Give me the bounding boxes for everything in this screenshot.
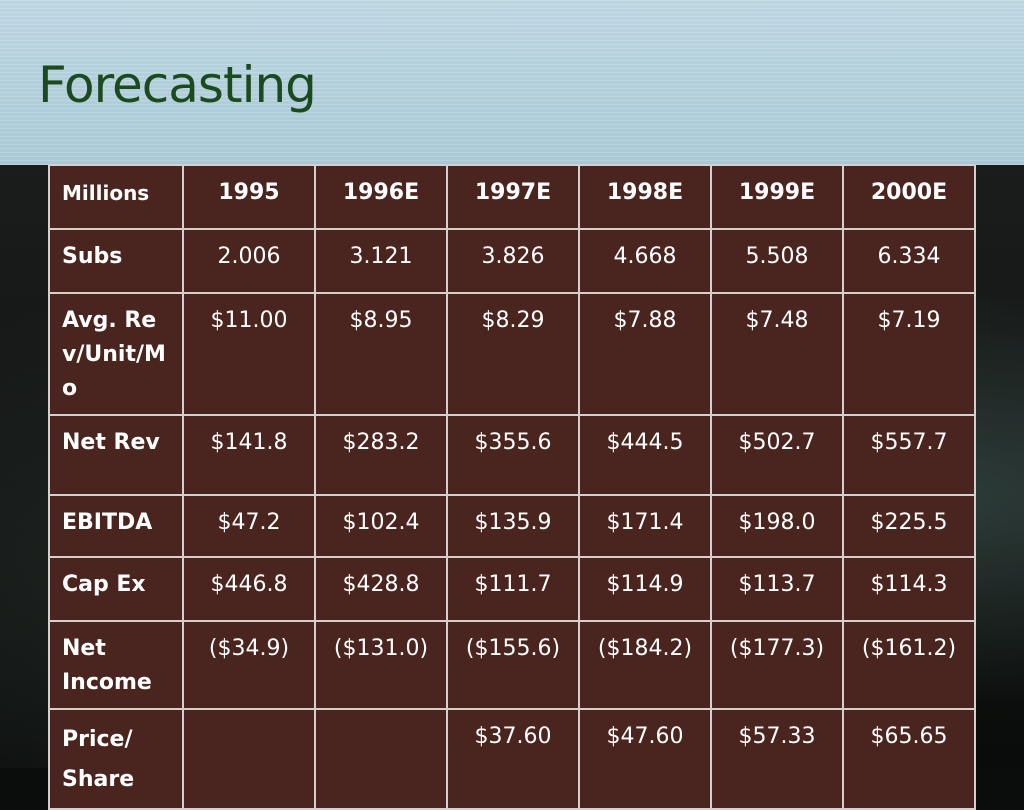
table-cell: ($34.9) (182, 620, 316, 710)
table-row: Avg. Rev/Unit/Mo $11.00 $8.95 $8.29 $7.8… (48, 292, 976, 416)
column-header: 1999E (710, 164, 844, 230)
table-cell: ($155.6) (446, 620, 580, 710)
forecast-table: Millions 1995 1996E 1997E 1998E 1999E 20… (48, 164, 976, 810)
table-cell: $502.7 (710, 414, 844, 496)
table-cell: $37.60 (446, 708, 580, 810)
row-label: Subs (48, 228, 184, 294)
table-cell: $7.48 (710, 292, 844, 416)
column-header: 1995 (182, 164, 316, 230)
table-cell: ($177.3) (710, 620, 844, 710)
table-cell: $198.0 (710, 494, 844, 558)
table-row: EBITDA $47.2 $102.4 $135.9 $171.4 $198.0… (48, 494, 976, 558)
table-cell: $446.8 (182, 556, 316, 622)
table-cell (182, 708, 316, 810)
table-cell: $444.5 (578, 414, 712, 496)
table-row: Net Rev $141.8 $283.2 $355.6 $444.5 $502… (48, 414, 976, 496)
table-cell: 6.334 (842, 228, 976, 294)
table-cell: $114.9 (578, 556, 712, 622)
table-cell: $225.5 (842, 494, 976, 558)
table-cell: $47.2 (182, 494, 316, 558)
column-header: 1997E (446, 164, 580, 230)
table-cell: ($184.2) (578, 620, 712, 710)
table-cell: $355.6 (446, 414, 580, 496)
table-cell: $141.8 (182, 414, 316, 496)
table-row: Cap Ex $446.8 $428.8 $111.7 $114.9 $113.… (48, 556, 976, 622)
table-cell: 4.668 (578, 228, 712, 294)
table-row: Price/ Share $37.60 $47.60 $57.33 $65.65 (48, 708, 976, 810)
table-cell: $7.19 (842, 292, 976, 416)
row-label: EBITDA (48, 494, 184, 558)
table-cell: $7.88 (578, 292, 712, 416)
table-cell: $283.2 (314, 414, 448, 496)
table-cell: $57.33 (710, 708, 844, 810)
row-label: Net Rev (48, 414, 184, 496)
table-cell (314, 708, 448, 810)
table-cell: $171.4 (578, 494, 712, 558)
table-cell: 2.006 (182, 228, 316, 294)
header-background (0, 0, 1024, 165)
table-row: Subs 2.006 3.121 3.826 4.668 5.508 6.334 (48, 228, 976, 294)
column-header: 2000E (842, 164, 976, 230)
table-cell: $8.95 (314, 292, 448, 416)
table-cell: ($131.0) (314, 620, 448, 710)
table-cell: $47.60 (578, 708, 712, 810)
table-cell: $114.3 (842, 556, 976, 622)
table-cell: $113.7 (710, 556, 844, 622)
table-cell: $8.29 (446, 292, 580, 416)
row-label: Avg. Rev/Unit/Mo (48, 292, 184, 416)
table-cell: $135.9 (446, 494, 580, 558)
table-cell: 3.826 (446, 228, 580, 294)
table-row: Net Income ($34.9) ($131.0) ($155.6) ($1… (48, 620, 976, 710)
row-label: Net Income (48, 620, 184, 710)
table-cell: $102.4 (314, 494, 448, 558)
table-cell: $11.00 (182, 292, 316, 416)
column-header: 1998E (578, 164, 712, 230)
table-cell: ($161.2) (842, 620, 976, 710)
row-label: Cap Ex (48, 556, 184, 622)
table-cell: 3.121 (314, 228, 448, 294)
table-cell: $557.7 (842, 414, 976, 496)
column-header: 1996E (314, 164, 448, 230)
row-label: Price/ Share (48, 708, 184, 810)
table-cell: $428.8 (314, 556, 448, 622)
table-header-row: Millions 1995 1996E 1997E 1998E 1999E 20… (48, 164, 976, 230)
column-header: Millions (48, 164, 184, 230)
slide-title: Forecasting (38, 56, 317, 114)
table-cell: $111.7 (446, 556, 580, 622)
table-cell: 5.508 (710, 228, 844, 294)
table-cell: $65.65 (842, 708, 976, 810)
